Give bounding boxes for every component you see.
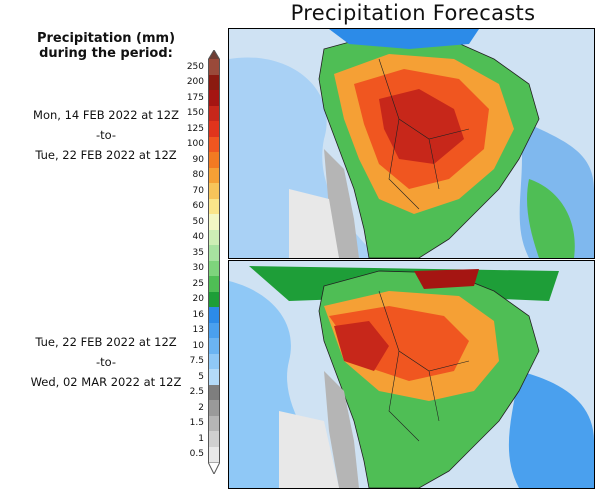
colorbar-segment [208, 59, 220, 75]
colorbar-segment [208, 105, 220, 122]
colorbar-tick-label: 80 [192, 170, 204, 181]
colorbar-tick-label: 90 [192, 154, 204, 165]
colorbar-tick-label: 250 [186, 61, 204, 72]
pacific-rain-band [229, 281, 339, 488]
period-2-end: Wed, 02 MAR 2022 at 12Z [30, 375, 182, 389]
colorbar-segment [208, 136, 220, 153]
colorbar-segment [208, 260, 220, 277]
dry-region-patagonia [279, 411, 339, 488]
period-1-separator: -to- [95, 128, 117, 142]
dry-region-patagonia [289, 189, 339, 258]
colorbar-tick-label: 1 [198, 433, 204, 444]
colorbar-tick-label: 150 [186, 108, 204, 119]
colorbar-segment [208, 276, 220, 292]
colorbar-segment [208, 152, 220, 168]
map-2-svg [229, 261, 594, 488]
colorbar-segment [208, 353, 220, 370]
colorbar-tick-label: 1.5 [189, 418, 204, 429]
colorbar-tick-label: 25 [192, 278, 204, 289]
colorbar-tick-label: 125 [186, 123, 204, 134]
colorbar-segment [208, 446, 220, 463]
pacific-rain-band [229, 57, 379, 258]
period-2-separator: -to- [95, 355, 117, 369]
colorbar-segment [208, 338, 220, 354]
rain-core-red-north [414, 269, 479, 289]
period-1-start: Mon, 14 FEB 2022 at 12Z [33, 108, 179, 122]
rain-core-red [334, 321, 389, 371]
colorbar-segment [208, 214, 220, 230]
colorbar-segment [208, 183, 220, 199]
colorbar-tick-label: 40 [192, 232, 204, 243]
colorbar-tick-label: 0.5 [189, 449, 204, 460]
dry-region-andes [324, 149, 359, 258]
colorbar-tick-label: 7.5 [189, 356, 204, 367]
colorbar-tick-label: 200 [186, 77, 204, 88]
colorbar-segment [208, 400, 220, 416]
colorbar-tick-label: 2 [198, 402, 204, 413]
colorbar-tick-label: 175 [186, 92, 204, 103]
colorbar-tick-label: 35 [192, 247, 204, 258]
colorbar-bottom-arrow [208, 462, 220, 474]
colorbar-segment [208, 167, 220, 184]
rain-core-red [379, 89, 464, 164]
caribbean-rain [329, 29, 479, 49]
legend-heading-line2: during the period: [39, 46, 173, 61]
colorbar-tick-label: 2.5 [189, 387, 204, 398]
colorbar-segment [208, 74, 220, 91]
period-1-label: Mon, 14 FEB 2022 at 12Z -to- Tue, 22 FEB… [0, 108, 212, 168]
map-1-svg [229, 29, 594, 258]
colorbar-tick-label: 30 [192, 263, 204, 274]
colorbar-segment [208, 291, 220, 308]
colorbar-segment [208, 322, 220, 339]
colorbar-tick-label: 70 [192, 185, 204, 196]
colorbar-segment [208, 431, 220, 447]
colorbar-tick-label: 10 [192, 340, 204, 351]
period-2-label: Tue, 22 FEB 2022 at 12Z -to- Wed, 02 MAR… [0, 335, 212, 395]
colorbar-tick-label: 16 [192, 309, 204, 320]
forecast-map-period-2 [228, 260, 595, 489]
colorbar-segment [208, 369, 220, 385]
colorbar-segment [208, 90, 220, 106]
colorbar-segment [208, 121, 220, 137]
chart-title: Precipitation Forecasts [290, 1, 536, 25]
legend-heading: Precipitation (mm) during the period: [0, 31, 212, 61]
period-1-end: Tue, 22 FEB 2022 at 12Z [35, 148, 177, 162]
border-lines [378, 58, 470, 210]
forecast-map-period-1 [228, 28, 595, 259]
atlantic-rain-band-green [527, 179, 575, 258]
colorbar-top-arrow [208, 50, 220, 60]
colorbar-segment [208, 307, 220, 323]
colorbar-segment [208, 415, 220, 432]
colorbar-segment [208, 245, 220, 261]
period-2-start: Tue, 22 FEB 2022 at 12Z [35, 335, 177, 349]
atlantic-rain-band [508, 371, 594, 488]
colorbar-tick-label: 20 [192, 294, 204, 305]
colorbar-tick-label: 13 [192, 325, 204, 336]
colorbar-tick-label: 50 [192, 216, 204, 227]
colorbar-tick-label: 100 [186, 139, 204, 150]
colorbar-segment [208, 229, 220, 246]
dry-region-andes [324, 371, 359, 488]
colorbar-segment [208, 198, 220, 215]
colorbar-tick-label: 5 [198, 371, 204, 382]
border-lines [378, 290, 470, 442]
colorbar-tick-label: 60 [192, 201, 204, 212]
colorbar-segment [208, 384, 220, 401]
legend-heading-line1: Precipitation (mm) [36, 31, 176, 46]
